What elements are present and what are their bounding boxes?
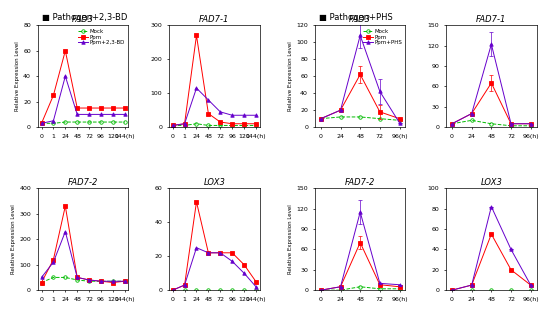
- Title: FAD3: FAD3: [72, 16, 94, 24]
- Title: FAD3: FAD3: [349, 16, 371, 24]
- Legend: Mock, Ppm, Ppm+2,3-BD: Mock, Ppm, Ppm+2,3-BD: [78, 28, 126, 46]
- Text: ■ Pathogen+2,3-BD: ■ Pathogen+2,3-BD: [42, 13, 128, 22]
- Title: FAD7-2: FAD7-2: [345, 178, 376, 188]
- Title: LOX3: LOX3: [203, 178, 225, 188]
- Y-axis label: Relative Expression Level: Relative Expression Level: [15, 41, 21, 111]
- Title: FAD7-2: FAD7-2: [68, 178, 98, 188]
- Legend: Mock, Ppm, Ppm+PHS: Mock, Ppm, Ppm+PHS: [362, 28, 403, 46]
- Y-axis label: Relative Expression Level: Relative Expression Level: [288, 41, 293, 111]
- Y-axis label: Relative Expression Level: Relative Expression Level: [288, 204, 293, 274]
- Title: LOX3: LOX3: [480, 178, 502, 188]
- Y-axis label: Relative Expression Level: Relative Expression Level: [11, 204, 16, 274]
- Title: FAD7-1: FAD7-1: [199, 16, 229, 24]
- Text: ■ Pathogen+PHS: ■ Pathogen+PHS: [319, 13, 393, 22]
- Title: FAD7-1: FAD7-1: [476, 16, 507, 24]
